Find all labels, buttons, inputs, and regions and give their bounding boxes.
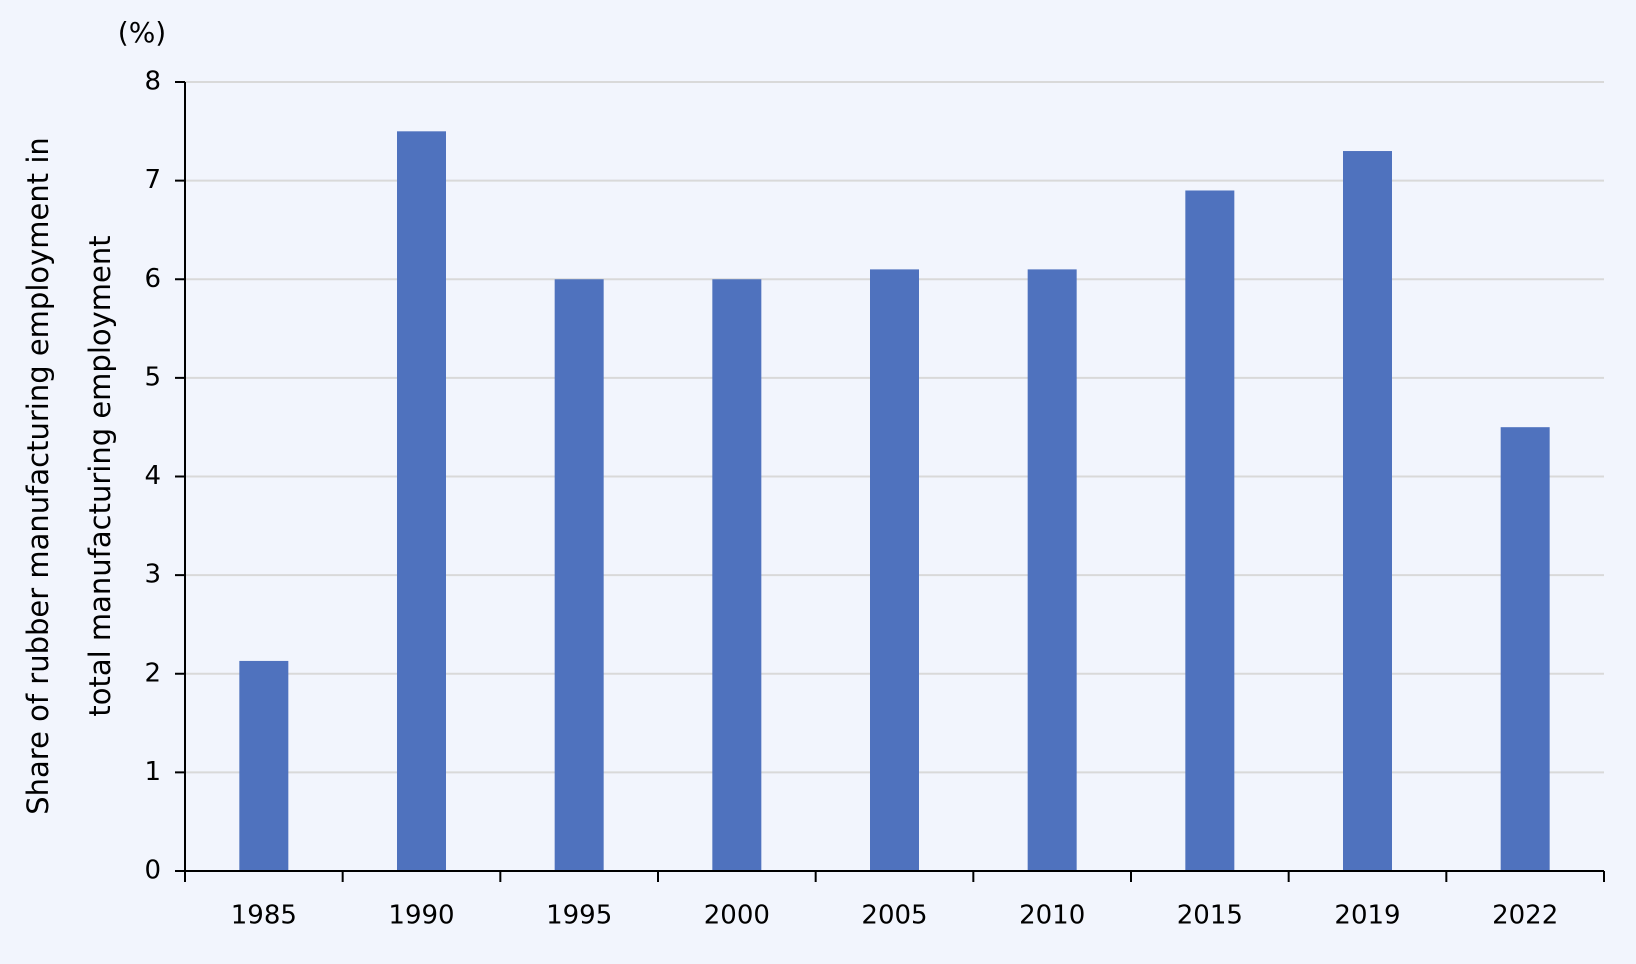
- x-tick-label: 2015: [1177, 901, 1243, 931]
- y-tick-label: 3: [144, 560, 161, 590]
- y-tick-label: 1: [144, 757, 161, 787]
- x-tick-label: 1995: [546, 901, 612, 931]
- bar: [870, 269, 919, 871]
- y-axis-title: Share of rubber manufacturing employment…: [21, 137, 117, 815]
- y-tick-label: 7: [144, 165, 161, 195]
- y-tick-label: 6: [144, 264, 161, 294]
- y-tick-label: 0: [144, 856, 161, 886]
- bar: [712, 279, 762, 871]
- y-unit: (%): [118, 16, 166, 49]
- x-tick-label: 2019: [1334, 901, 1400, 931]
- y-axis-title-line: total manufacturing employment: [83, 235, 117, 716]
- x-tick-label: 1985: [231, 901, 297, 931]
- bar: [1343, 151, 1392, 872]
- x-tick-label: 2005: [861, 901, 927, 931]
- bar: [1500, 427, 1550, 871]
- y-tick-label: 5: [144, 362, 161, 392]
- y-tick-label: 8: [144, 67, 161, 97]
- bar: [239, 660, 289, 871]
- x-tick-label: 1990: [388, 901, 454, 931]
- y-axis-title-line: Share of rubber manufacturing employment…: [21, 137, 55, 815]
- x-tick-label: 2010: [1019, 901, 1085, 931]
- x-tick-label: 2022: [1492, 901, 1558, 931]
- y-tick-label: 4: [144, 461, 161, 491]
- bar: [397, 131, 446, 871]
- bar: [1185, 190, 1235, 872]
- x-tick-label: 2000: [704, 901, 770, 931]
- bar: [554, 279, 604, 871]
- y-tick-label: 2: [144, 658, 161, 688]
- bar: [1027, 269, 1077, 871]
